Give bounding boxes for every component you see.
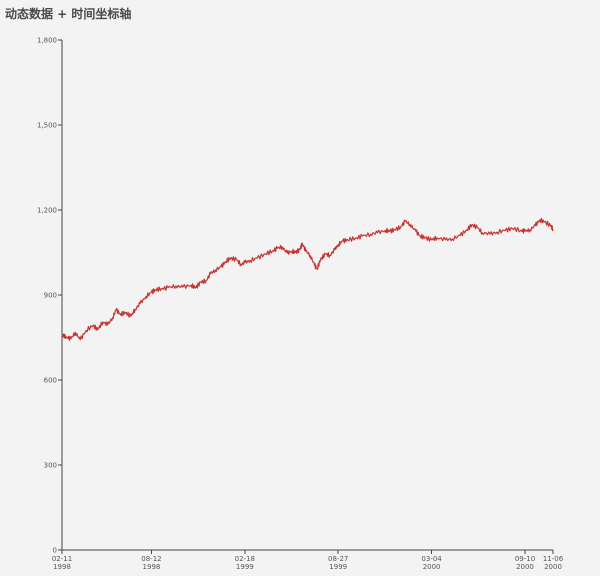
y-tick-label: 0 — [53, 547, 57, 555]
y-tick-label: 1,800 — [37, 37, 57, 45]
y-tick-label: 600 — [44, 377, 57, 385]
x-tick-year: 2000 — [544, 563, 562, 571]
x-tick-label: 08-27 — [328, 555, 348, 563]
series-line[interactable] — [61, 217, 554, 341]
chart-title: 动态数据 + 时间坐标轴 — [5, 7, 132, 21]
y-axis: 0 300 600 900 1,200 1,500 1,800 — [37, 37, 63, 555]
x-tick-label: 03-04 — [421, 555, 442, 563]
x-tick-year: 1998 — [53, 563, 71, 571]
plot-area — [61, 217, 554, 341]
x-tick-year: 1999 — [236, 563, 254, 571]
x-tick-label: 02-18 — [235, 555, 255, 563]
y-tick-label: 300 — [44, 462, 57, 470]
x-tick-year: 2000 — [516, 563, 534, 571]
x-tick-year: 1999 — [329, 563, 347, 571]
y-tick-label: 1,500 — [37, 122, 57, 130]
y-tick-label: 1,200 — [37, 207, 57, 215]
x-tick-label: 08-12 — [141, 555, 161, 563]
x-tick-year: 2000 — [423, 563, 441, 571]
x-tick-label: 11-06 — [543, 555, 564, 563]
x-axis: 02-11199808-12199802-18199908-27199903-0… — [52, 549, 564, 571]
x-tick-year: 1998 — [143, 563, 161, 571]
x-tick-label: 09-10 — [515, 555, 535, 563]
x-tick-label: 02-11 — [52, 555, 72, 563]
y-tick-label: 900 — [44, 292, 57, 300]
